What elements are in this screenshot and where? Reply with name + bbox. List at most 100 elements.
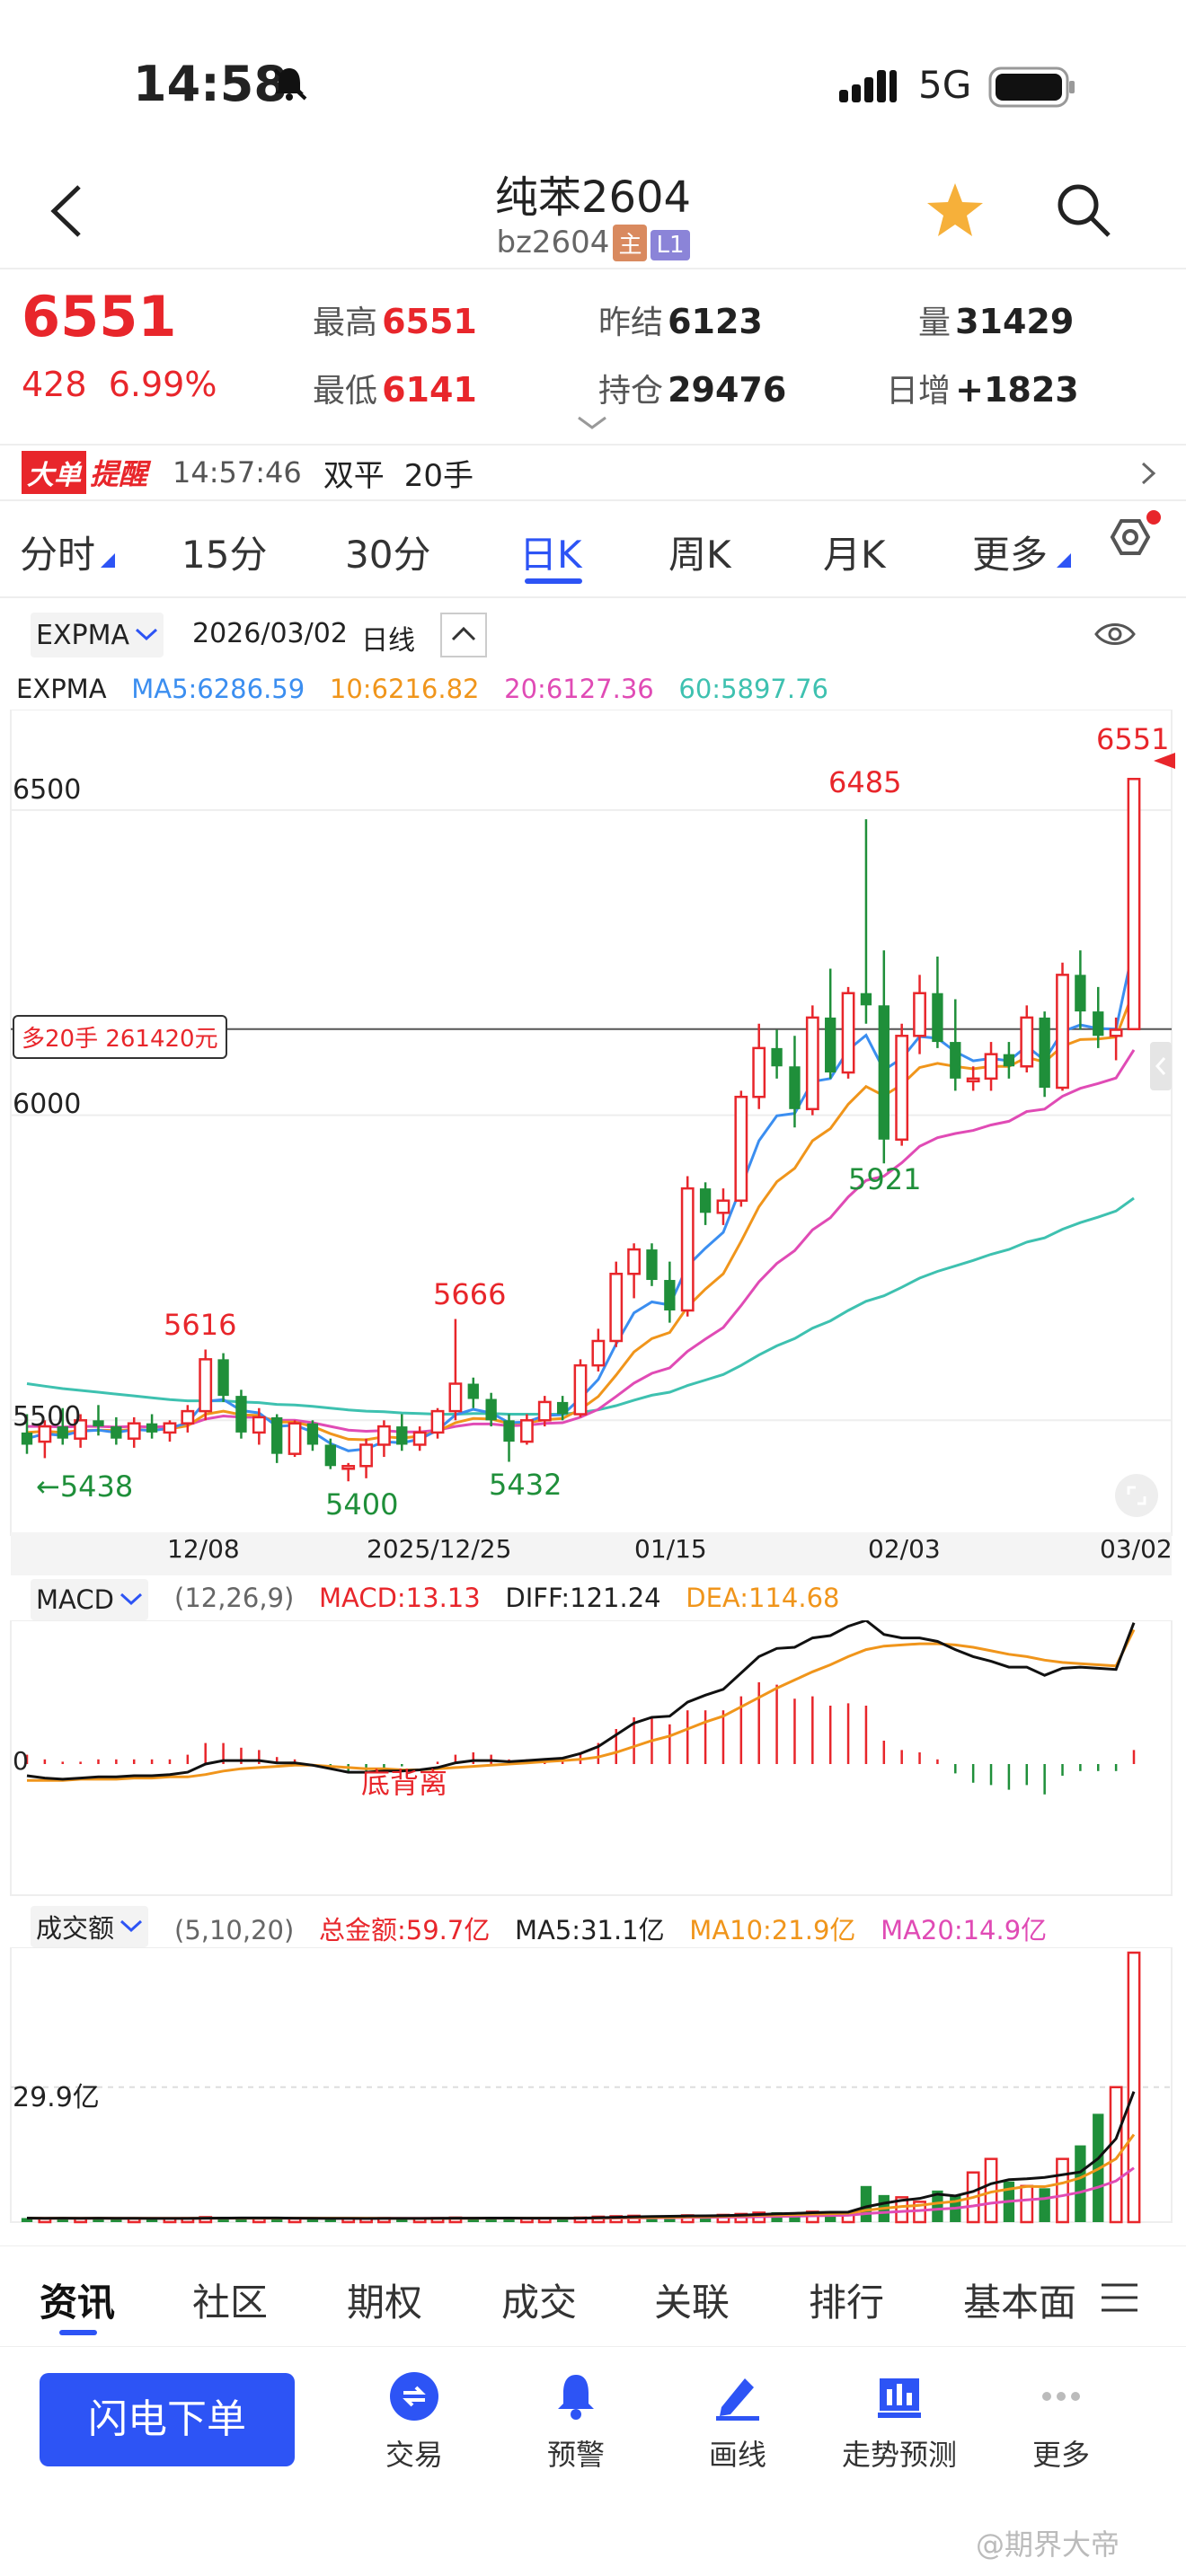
candle (573, 1359, 588, 1417)
turnover-bar (789, 2212, 801, 2222)
trade-button[interactable]: 交易 (338, 2371, 491, 2474)
turnover-chart[interactable] (0, 1947, 1186, 2226)
search-icon[interactable] (1055, 181, 1112, 239)
candlestick-chart[interactable] (0, 710, 1186, 1536)
tab-intraday-dropdown-icon[interactable] (101, 553, 115, 568)
expand-chevron-icon[interactable] (577, 415, 607, 431)
tab-ranking[interactable]: 排行 (809, 2280, 885, 2325)
dif-line (26, 1620, 1136, 1781)
tab-15min[interactable]: 15分 (181, 533, 268, 577)
side-panel-handle[interactable] (1150, 1042, 1172, 1090)
collapse-chart-icon[interactable] (440, 613, 487, 657)
trend-forecast-button[interactable]: 走势预测 (823, 2371, 976, 2474)
tab-monthly-k[interactable]: 月K (823, 533, 886, 577)
tab-news[interactable]: 资讯 (40, 2280, 116, 2325)
draw-line-button[interactable]: 画线 (661, 2371, 814, 2474)
candle (93, 1405, 104, 1436)
side-handle-arrow-icon (1155, 1057, 1166, 1075)
candle (1039, 1011, 1050, 1098)
favorite-star-icon[interactable] (925, 181, 985, 239)
x-label-20251225: 2025/12/25 (367, 1534, 512, 1564)
macd-selector-label: MACD (36, 1584, 114, 1615)
tab-30min[interactable]: 30分 (345, 533, 431, 577)
candle (235, 1389, 247, 1439)
candle-body (771, 1047, 783, 1067)
candle-body (966, 1077, 980, 1083)
prev-settle-label: 昨结 (598, 304, 664, 341)
candle (430, 1407, 445, 1439)
position-tag[interactable]: 多20手 261420元 (13, 1015, 227, 1059)
tab-options[interactable]: 期权 (347, 2280, 423, 2325)
turnover-bar (271, 2218, 283, 2222)
turnover-total: 总金额:59.7亿 (318, 1915, 491, 1945)
tab-more[interactable]: 更多 (972, 533, 1049, 577)
tab-related[interactable]: 关联 (654, 2280, 730, 2325)
price-alert-button[interactable]: 预警 (500, 2371, 652, 2474)
tab-intraday[interactable]: 分时 (20, 533, 96, 577)
change-percent: 6.99% (108, 365, 217, 404)
y-label-6000: 6000 (13, 1089, 82, 1120)
block-order-alert[interactable]: 大单 提醒 14:57:46 双平 20手 (22, 451, 474, 494)
candle-body (341, 1465, 356, 1470)
battery-icon (988, 66, 1075, 108)
candle (396, 1414, 408, 1451)
candle (1003, 1042, 1015, 1079)
x-axis-band (11, 1532, 1172, 1575)
tab-daily-k[interactable]: 日K (519, 533, 582, 577)
candle (895, 1023, 909, 1146)
indicator-selector[interactable]: EXPMA (31, 613, 164, 657)
candle (57, 1407, 68, 1445)
eye-visibility-icon[interactable] (1094, 618, 1136, 650)
indicator-chevron-icon (136, 628, 158, 641)
turnover-bar (1056, 2157, 1069, 2224)
candle (680, 1176, 695, 1317)
settings-hexagon-icon[interactable] (1096, 508, 1168, 571)
annotation-5616: 5616 (164, 1308, 237, 1342)
volume-label: 量 (918, 304, 951, 341)
candle-body (252, 1416, 266, 1434)
turnover-ma10: MA10:21.9亿 (689, 1915, 856, 1945)
prev-settle-field: 昨结 6123 (598, 296, 763, 343)
more-button[interactable]: 更多 (985, 2371, 1137, 2474)
turnover-bar (21, 2218, 33, 2222)
macd-selector[interactable]: MACD (31, 1579, 148, 1620)
x-label-0115: 01/15 (634, 1534, 707, 1564)
mute-bell-icon (273, 68, 307, 101)
candle (627, 1243, 642, 1299)
candle (519, 1414, 534, 1445)
candle-body (127, 1422, 141, 1440)
tab-weekly-k[interactable]: 周K (668, 533, 731, 577)
turnover-bar (1075, 2145, 1086, 2222)
tab-community[interactable]: 社区 (192, 2280, 269, 2325)
turnover-bar (556, 2218, 569, 2222)
macd-legend: (12,26,9) MACD:13.13 DIFF:121.24 DEA:114… (174, 1583, 840, 1613)
turnover-selector[interactable]: 成交额 (31, 1906, 149, 1947)
candle-body (57, 1426, 68, 1439)
macd-chart[interactable] (0, 1620, 1186, 1899)
level-tag: L1 (651, 230, 690, 260)
annotation-5666: 5666 (433, 1277, 507, 1311)
candle-body (734, 1095, 748, 1202)
fullscreen-icon[interactable] (1114, 1473, 1159, 1518)
candle (288, 1420, 302, 1458)
candle (306, 1420, 319, 1451)
candle-body (699, 1188, 712, 1213)
turnover-bar (306, 2218, 319, 2222)
candle-body (430, 1409, 445, 1434)
tab-trades[interactable]: 成交 (501, 2280, 578, 2325)
tab-more-dropdown-icon[interactable] (1057, 553, 1071, 568)
quick-order-button[interactable]: 闪电下单 (40, 2373, 295, 2466)
tab-fundamentals[interactable]: 基本面 (963, 2280, 1077, 2325)
candle-body (396, 1426, 408, 1445)
candle-body (556, 1401, 569, 1415)
candle (1093, 986, 1104, 1048)
menu-icon[interactable] (1100, 2281, 1139, 2314)
alert-arrow-icon[interactable] (1139, 460, 1157, 487)
annotation-5921: 5921 (848, 1162, 922, 1196)
back-icon[interactable] (49, 183, 84, 239)
candle (609, 1261, 624, 1347)
macd-frame (10, 1620, 1173, 1896)
candle-body (1093, 1011, 1104, 1037)
candle-body (573, 1363, 588, 1416)
turnover-bar (57, 2218, 68, 2222)
